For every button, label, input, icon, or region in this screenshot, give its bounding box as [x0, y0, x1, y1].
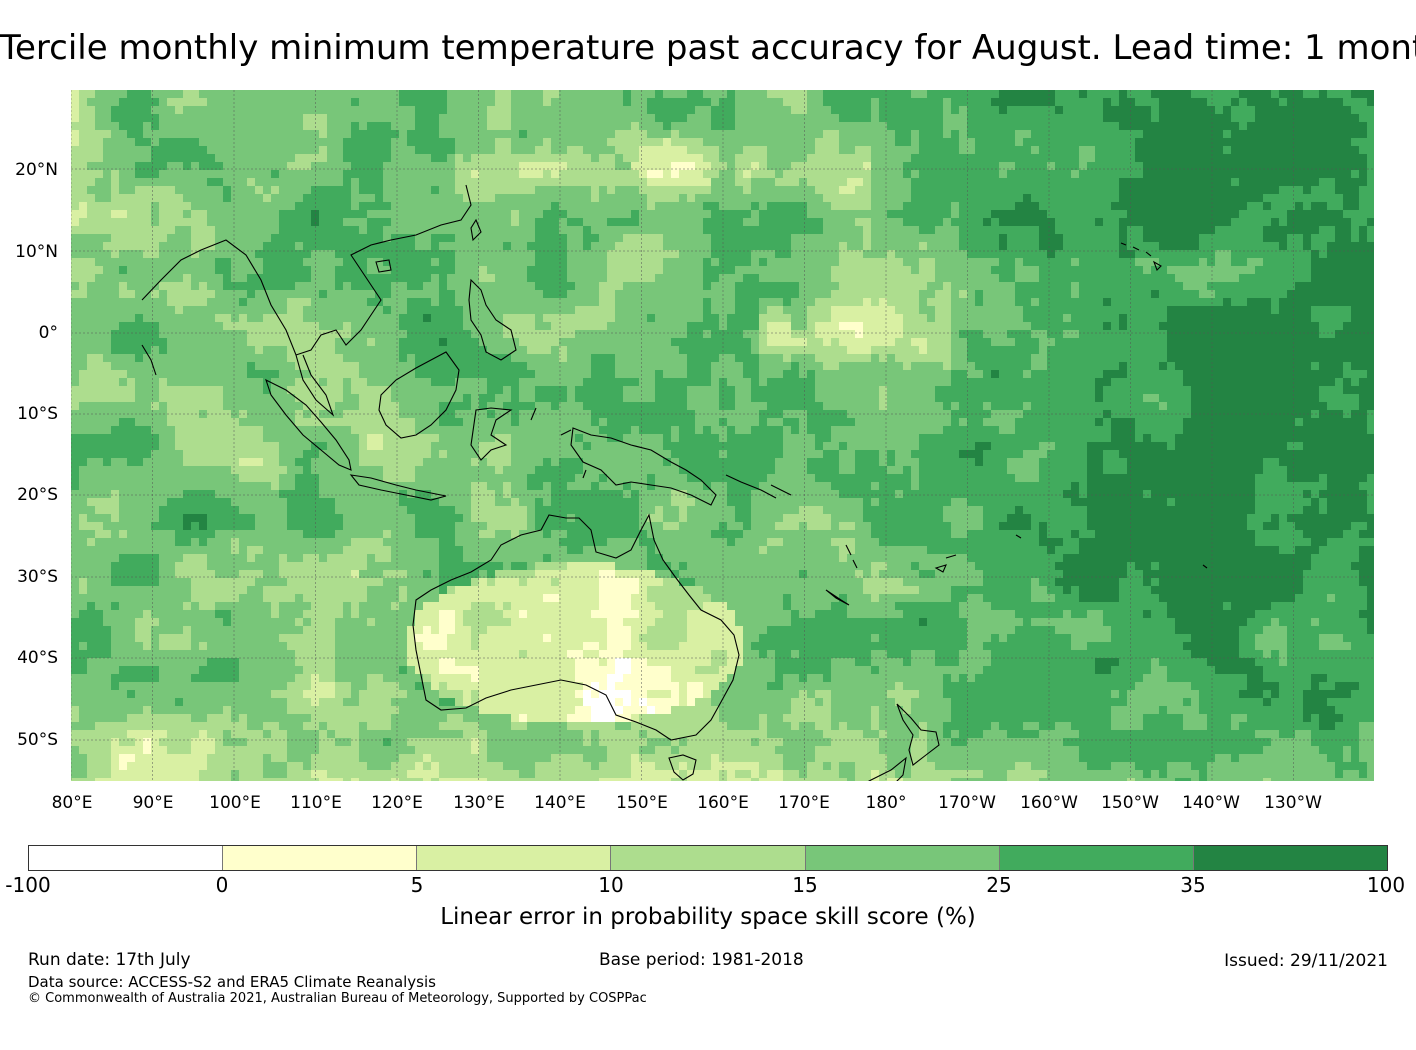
skill-score-map [71, 90, 1374, 781]
lat-label-10n: 10°N [15, 242, 58, 262]
lon-label-80e: 80°E [51, 793, 93, 813]
lon-label-130e: 130°E [453, 793, 505, 813]
colorbar-tick-7: 100 [1366, 873, 1406, 897]
colorbar-segment-4 [805, 846, 1000, 870]
lat-label-20s: 20°S [17, 485, 58, 505]
sumatra-coast [265, 378, 352, 471]
copyright: © Commonwealth of Australia 2021, Austra… [28, 991, 647, 1006]
map-gridlines [71, 90, 1374, 781]
vanuatu-islands [845, 544, 858, 569]
colorbar-label: Linear error in probability space skill … [440, 904, 976, 930]
sulawesi-coast [470, 407, 513, 461]
lon-label-140e: 140°E [534, 793, 586, 813]
map-canvas [71, 90, 1374, 781]
colorbar-tick-6: 35 [1180, 873, 1206, 897]
lat-label-40s: 40°S [17, 648, 58, 668]
colorbar-segment-6 [1193, 846, 1387, 870]
lon-label-160e: 160°E [697, 793, 749, 813]
nz-north-island [896, 703, 940, 766]
taiwan-coast [470, 218, 482, 242]
skill-field [71, 90, 1374, 781]
colorbar [28, 845, 1388, 871]
lon-label-180: 180° [865, 793, 907, 813]
lon-label-150w: 150°W [1101, 793, 1159, 813]
lat-label-20n: 20°N [15, 160, 58, 180]
hainan-coast [375, 259, 392, 273]
colorbar-segment-2 [417, 846, 612, 870]
lon-label-100e: 100°E [209, 793, 261, 813]
colorbar-tick-2: 5 [410, 873, 424, 897]
colorbar-segment-1 [223, 846, 418, 870]
colorbar-segment-5 [999, 846, 1194, 870]
solomon-islands [725, 474, 792, 499]
colorbar-segment-3 [611, 846, 806, 870]
australia-coast [412, 513, 740, 741]
lat-label-0: 0° [38, 323, 58, 343]
lon-label-130w: 130°W [1264, 793, 1322, 813]
issued-date: Issued: 29/11/2021 [1224, 951, 1388, 971]
coastlines [141, 184, 1208, 781]
lat-label-50s: 50°S [17, 730, 58, 750]
colorbar-tick-1: 0 [215, 873, 229, 897]
lon-label-110e: 110°E [290, 793, 342, 813]
tasmania-coast [668, 754, 697, 781]
borneo-coast [378, 351, 460, 439]
java-coast [349, 474, 447, 501]
lat-label-10s: 10°S [17, 404, 58, 424]
map-title: Tercile monthly minimum temperature past… [0, 28, 1416, 68]
lon-label-160w: 160°W [1020, 793, 1078, 813]
philippines-coast [468, 278, 517, 361]
lat-label-30s: 30°S [17, 567, 58, 587]
lon-label-170e: 170°E [778, 793, 830, 813]
malay-peninsula [295, 354, 335, 417]
lon-label-120e: 120°E [371, 793, 423, 813]
colorbar-tick-0: -100 [5, 873, 51, 897]
colorbar-tick-3: 10 [598, 873, 624, 897]
fiji-islands [934, 554, 957, 573]
lon-label-150e: 150°E [616, 793, 668, 813]
nz-south-island [867, 756, 907, 781]
colorbar-segment-0 [29, 846, 224, 870]
new-caledonia [825, 589, 850, 606]
india-coast [141, 344, 157, 376]
base-period: Base period: 1981-2018 [599, 950, 804, 970]
colorbar-tick-5: 25 [986, 873, 1012, 897]
lon-label-140w: 140°W [1182, 793, 1240, 813]
run-date: Run date: 17th July [28, 950, 191, 970]
colorbar-tick-4: 15 [792, 873, 818, 897]
asia-coast [141, 184, 472, 356]
data-source: Data source: ACCESS-S2 and ERA5 Climate … [28, 973, 436, 991]
lon-label-170w: 170°W [938, 793, 996, 813]
lon-label-90e: 90°E [132, 793, 174, 813]
hawaii-islands [1120, 242, 1162, 271]
small-islands [530, 407, 1208, 569]
new-guinea-coast [570, 427, 717, 506]
